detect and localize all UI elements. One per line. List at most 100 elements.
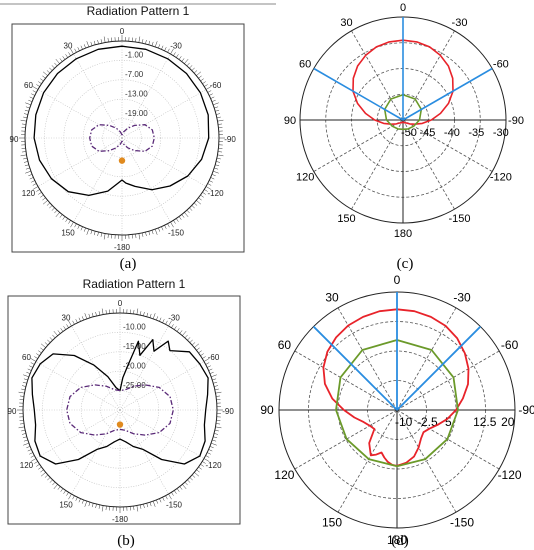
tick-mark [193, 70, 198, 74]
tick-mark [184, 58, 189, 64]
series-line [31, 339, 209, 465]
tick-mark [212, 439, 217, 442]
tick-mark [78, 317, 81, 322]
tick-mark [74, 48, 77, 53]
angle-tick-label: 180 [387, 533, 407, 547]
angle-tick-label: 30 [340, 17, 352, 29]
tick-mark [40, 343, 46, 348]
tick-mark [91, 503, 94, 508]
plot-frame [7, 295, 241, 525]
tick-mark [60, 488, 64, 492]
tick-mark [19, 395, 24, 397]
tick-mark [23, 157, 28, 160]
tick-mark [83, 44, 86, 49]
tick-mark [170, 48, 174, 55]
tick-mark [143, 311, 145, 316]
angle-tick-label: -180 [114, 243, 131, 252]
tick-mark [32, 90, 37, 93]
radial-tick-label: 20 [501, 415, 515, 429]
series-line [335, 339, 459, 468]
grid-spoke [121, 89, 207, 139]
tick-mark [21, 388, 26, 391]
angle-tick-label: -60 [208, 353, 220, 362]
grid-spoke [402, 119, 455, 210]
tick-mark [215, 164, 220, 167]
tick-mark [161, 45, 164, 50]
angle-tick-label: 0 [394, 273, 401, 287]
grid-spoke [119, 409, 169, 495]
tick-mark [23, 116, 28, 119]
tick-mark [215, 391, 222, 394]
caption: (c) [397, 256, 414, 272]
tick-mark [52, 334, 56, 339]
tick-mark [47, 339, 51, 343]
tick-mark [202, 356, 206, 359]
tick-mark [171, 324, 174, 328]
tick-mark [30, 455, 35, 458]
tick-mark [200, 194, 204, 198]
tick-mark [36, 353, 40, 356]
chart-title: Radiation Pattern 1 [83, 277, 186, 291]
angle-tick-label: 60 [299, 59, 311, 71]
grid-spoke [313, 119, 404, 172]
tick-mark [49, 67, 53, 71]
tick-mark [23, 378, 28, 381]
tick-mark [97, 232, 99, 237]
tick-mark [211, 99, 216, 102]
tick-mark [200, 464, 204, 467]
angle-tick-label: 0 [120, 27, 125, 36]
series-line-dashdot [89, 124, 155, 152]
tick-mark [216, 395, 221, 397]
tick-mark [218, 151, 223, 153]
tick-mark [203, 358, 210, 362]
tick-mark [30, 362, 35, 365]
tick-mark [196, 469, 200, 473]
tick-mark [68, 493, 72, 500]
tick-mark [59, 214, 63, 218]
tick-mark [32, 86, 39, 90]
tick-mark [189, 339, 193, 343]
plot-frame [11, 23, 245, 253]
tick-mark [38, 81, 42, 84]
tick-mark [149, 313, 152, 318]
grid-spoke [119, 361, 205, 411]
tick-mark [168, 493, 172, 500]
tick-mark [68, 320, 72, 327]
grid-spoke [35, 361, 121, 411]
tick-mark [148, 231, 151, 236]
radial-tick-label: -15.00 [123, 342, 146, 351]
tick-mark [40, 194, 44, 198]
tick-mark [98, 504, 101, 509]
angle-tick-label: 150 [59, 501, 73, 510]
tick-mark [49, 479, 53, 483]
tick-mark [207, 183, 212, 186]
beam-line [313, 67, 404, 121]
tick-mark [55, 212, 60, 218]
tick-mark [21, 385, 26, 387]
tick-mark [214, 433, 219, 435]
tick-mark [179, 330, 183, 334]
tick-mark [211, 174, 216, 177]
tick-mark [81, 499, 84, 504]
tick-mark [215, 426, 222, 429]
tick-mark [107, 234, 109, 239]
tick-mark [154, 41, 158, 47]
tick-mark [22, 381, 27, 384]
marker-point [116, 421, 124, 428]
tick-mark [213, 170, 219, 174]
tick-mark [174, 490, 177, 494]
angle-tick-label: 150 [337, 213, 355, 225]
tick-mark [209, 446, 214, 449]
tick-mark [151, 230, 154, 235]
tick-mark [60, 328, 64, 332]
tick-mark [18, 391, 25, 394]
panel-b: Radiation Pattern 1 (b) 0 30 60 90 120 150 -18… [7, 277, 241, 549]
tick-mark [63, 490, 66, 494]
tick-mark [186, 209, 190, 214]
tick-mark [98, 311, 101, 316]
tick-mark [205, 186, 212, 190]
tick-mark [167, 223, 170, 228]
panel-a: Radiation Pattern 1 (a) 0 30 60 90 120 150 -18… [0, 3, 276, 272]
tick-mark [210, 177, 215, 180]
tick-mark [23, 374, 29, 378]
